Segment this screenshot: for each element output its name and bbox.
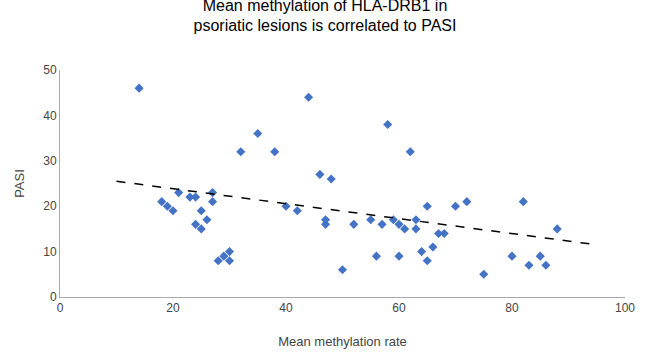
svg-text:Mean methylation of HLA-DRB1 i: Mean methylation of HLA-DRB1 inpsoriatic… (194, 0, 457, 34)
svg-text:40: 40 (279, 301, 293, 315)
svg-text:30: 30 (43, 154, 57, 168)
svg-text:0: 0 (57, 301, 64, 315)
svg-text:10: 10 (43, 245, 57, 259)
svg-text:PASI: PASI (12, 169, 27, 198)
svg-text:100: 100 (615, 301, 635, 315)
svg-text:50: 50 (43, 63, 57, 77)
svg-text:80: 80 (505, 301, 519, 315)
svg-text:0: 0 (50, 290, 57, 304)
svg-text:Mean methylation rate: Mean methylation rate (278, 334, 407, 349)
svg-text:60: 60 (392, 301, 406, 315)
svg-text:20: 20 (43, 199, 57, 213)
svg-text:40: 40 (43, 109, 57, 123)
svg-text:20: 20 (166, 301, 180, 315)
